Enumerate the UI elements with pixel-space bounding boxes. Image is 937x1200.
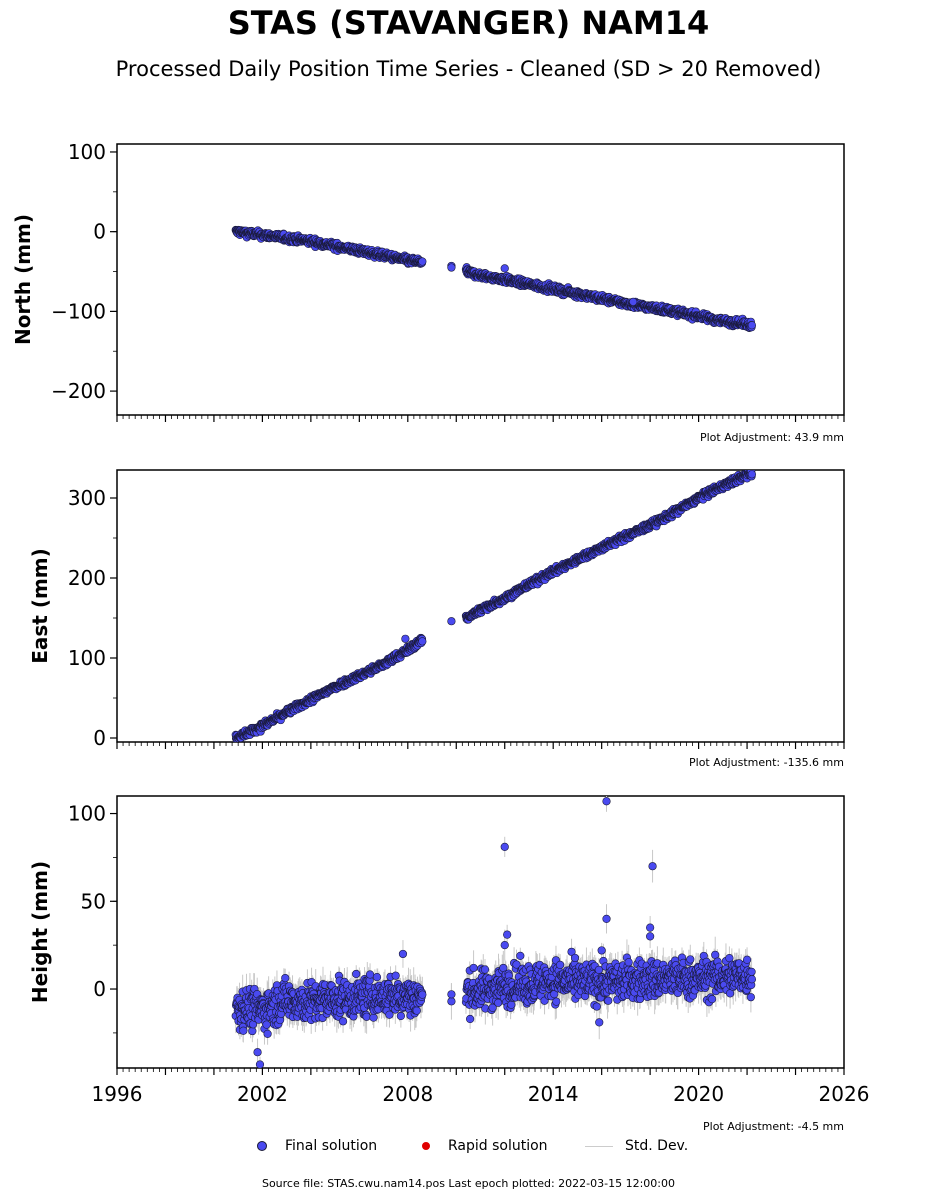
east-y-tick-label: 300 [68, 486, 106, 510]
east-y-axis-label: East (mm) [28, 548, 52, 664]
east-data-points [231, 470, 757, 742]
north-point [418, 257, 427, 266]
north-y-axis-label: North (mm) [11, 214, 35, 345]
north-point [500, 264, 509, 273]
east-y-tick-label: 0 [93, 726, 106, 750]
north-point [747, 321, 757, 330]
east-y-tick-label: 200 [68, 566, 106, 590]
north-y-tick-label: −200 [51, 379, 106, 403]
chart-subtitle: Processed Daily Position Time Series - C… [115, 57, 822, 81]
north-point [629, 297, 638, 306]
north-y-tick-label: 0 [93, 220, 106, 244]
chart-title: STAS (STAVANGER) NAM14 [227, 4, 710, 42]
east-point [418, 637, 427, 646]
north-data-points [231, 225, 757, 332]
north-panel: 100 0 −100 −200 North (mm) [11, 140, 845, 422]
north-y-tick-label: −100 [51, 299, 106, 323]
north-point [447, 263, 456, 272]
east-y-tick-label: 100 [68, 646, 106, 670]
north-y-tick-label: 100 [68, 140, 106, 164]
east-panel: 300 200 100 0 East (mm) [28, 469, 845, 750]
